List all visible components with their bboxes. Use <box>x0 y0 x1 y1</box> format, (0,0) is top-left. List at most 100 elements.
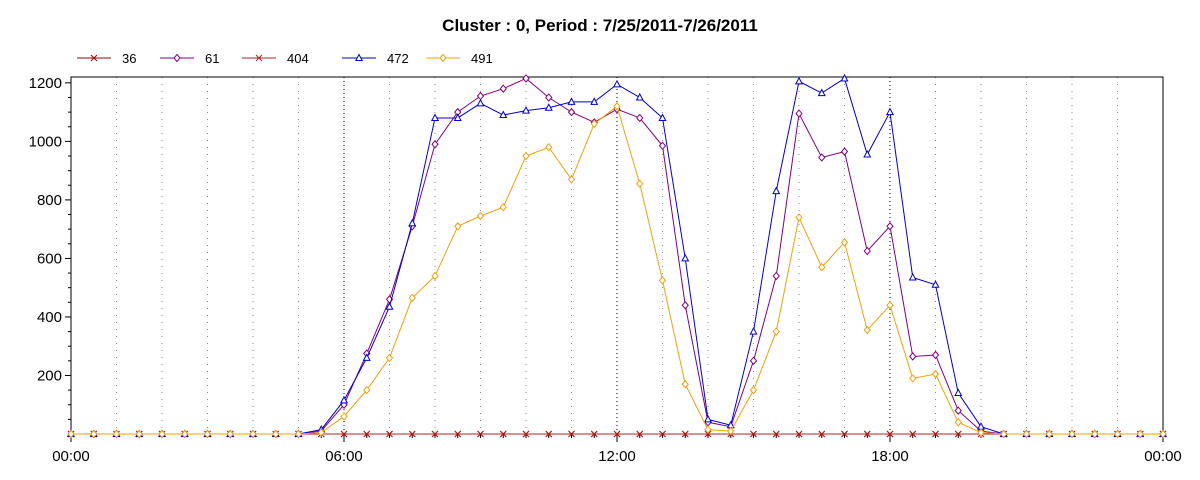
data-point-diamond-marker <box>203 429 212 439</box>
data-point-diamond-marker <box>226 429 234 439</box>
data-point-diamond-marker <box>499 84 507 93</box>
data-point-diamond-marker <box>795 109 803 118</box>
marker-stroke <box>932 430 939 438</box>
data-point-diamond-marker <box>340 412 348 421</box>
legend-item-472: 472 <box>342 51 409 66</box>
data-point-x-marker <box>795 430 803 438</box>
marker-stroke <box>818 430 826 438</box>
marker-stroke <box>909 430 917 438</box>
data-point-triangle-marker <box>567 97 576 105</box>
data-point-diamond-marker <box>1113 429 1122 439</box>
marker-stroke <box>704 430 712 438</box>
data-point-diamond-marker <box>499 202 507 212</box>
data-point-x-marker <box>568 430 575 438</box>
legend-item-36: 36 <box>77 51 136 66</box>
data-point-x-marker <box>954 430 962 438</box>
y-tick-label: 1000 <box>29 133 62 150</box>
data-point-triangle-marker <box>354 53 364 61</box>
data-point-diamond-marker <box>977 428 985 437</box>
data-point-diamond-marker <box>135 429 143 439</box>
data-point-x-marker <box>818 430 826 438</box>
data-point-triangle-marker <box>908 272 917 281</box>
data-point-diamond-marker <box>1159 429 1167 439</box>
data-point-triangle-marker <box>885 107 895 116</box>
data-point-diamond-marker <box>840 147 849 156</box>
data-point-diamond-marker <box>863 246 871 256</box>
data-point-triangle-marker <box>658 113 667 121</box>
data-point-diamond-marker <box>545 93 553 102</box>
data-point-diamond-marker <box>613 101 621 111</box>
data-point-triangle-marker <box>476 98 485 107</box>
data-point-diamond-marker <box>476 91 485 101</box>
data-point-diamond-marker <box>590 119 598 129</box>
data-point-diamond-marker <box>886 221 894 231</box>
data-point-triangle-marker <box>453 113 462 121</box>
data-point-diamond-marker <box>294 429 303 439</box>
y-tick-label: 400 <box>37 309 62 326</box>
data-point-diamond-marker <box>249 429 257 439</box>
marker-stroke <box>454 430 462 438</box>
data-point-triangle-marker <box>863 149 872 158</box>
data-point-diamond-marker <box>818 262 826 272</box>
data-point-triangle-marker <box>931 280 940 288</box>
data-point-diamond-marker <box>1045 429 1053 439</box>
marker-stroke <box>795 430 803 438</box>
series-491 <box>67 101 1167 439</box>
marker-stroke <box>636 430 644 438</box>
data-point-x-marker <box>545 430 553 438</box>
marker-stroke <box>863 430 871 438</box>
data-point-x-marker <box>704 430 712 438</box>
data-point-diamond-marker <box>704 425 712 434</box>
series-line-491 <box>71 105 1163 435</box>
data-point-triangle-marker <box>408 218 417 227</box>
data-point-diamond-marker <box>1022 429 1031 439</box>
y-tick-label: 200 <box>37 367 62 384</box>
marker-stroke <box>386 430 393 438</box>
legend-label: 404 <box>287 51 309 66</box>
data-point-diamond-marker <box>567 175 576 184</box>
data-point-diamond-marker <box>363 385 371 395</box>
data-point-diamond-marker <box>567 107 576 117</box>
legend-item-404: 404 <box>242 51 309 66</box>
data-point-diamond-marker <box>681 379 689 389</box>
data-point-diamond-marker <box>522 151 530 161</box>
data-point-triangle-marker <box>840 73 849 82</box>
data-point-diamond-marker <box>272 429 280 439</box>
data-point-diamond-marker <box>772 327 780 336</box>
data-point-diamond-marker <box>772 271 780 281</box>
data-point-diamond-marker <box>1091 429 1099 439</box>
data-point-diamond-marker <box>636 113 644 123</box>
marker-stroke <box>841 430 848 438</box>
data-point-diamond-marker <box>439 53 447 63</box>
data-point-x-marker <box>477 430 484 438</box>
marker-stroke <box>340 430 348 438</box>
data-point-x-marker <box>454 430 462 438</box>
data-point-diamond-marker <box>886 300 894 310</box>
data-point-diamond-marker <box>909 374 917 383</box>
marker-stroke <box>659 430 666 438</box>
data-point-diamond-marker <box>931 369 940 379</box>
data-point-x-marker <box>886 430 894 438</box>
x-tick-label: 18:00 <box>871 448 909 465</box>
data-point-diamond-marker <box>749 356 758 366</box>
data-point-x-marker <box>431 430 439 438</box>
data-point-diamond-marker <box>545 142 553 152</box>
data-point-x-marker <box>932 430 939 438</box>
data-point-diamond-marker <box>954 406 962 415</box>
data-point-diamond-marker <box>909 352 917 361</box>
data-point-diamond-marker <box>658 141 667 151</box>
data-point-diamond-marker <box>818 153 826 162</box>
y-tick-label: 1200 <box>29 75 62 92</box>
data-point-diamond-marker <box>840 238 849 247</box>
data-point-triangle-marker <box>590 97 599 105</box>
x-tick-label: 00:00 <box>52 448 90 465</box>
data-point-triangle-marker <box>521 106 531 114</box>
data-point-x-marker <box>499 430 507 438</box>
data-point-diamond-marker <box>317 428 325 437</box>
chart-title: Cluster : 0, Period : 7/25/2011-7/26/201… <box>442 16 758 35</box>
marker-stroke <box>363 430 371 438</box>
marker-stroke <box>255 54 263 62</box>
data-point-triangle-marker <box>954 388 963 397</box>
data-point-diamond-marker <box>431 140 439 149</box>
data-point-diamond-marker <box>522 74 530 83</box>
